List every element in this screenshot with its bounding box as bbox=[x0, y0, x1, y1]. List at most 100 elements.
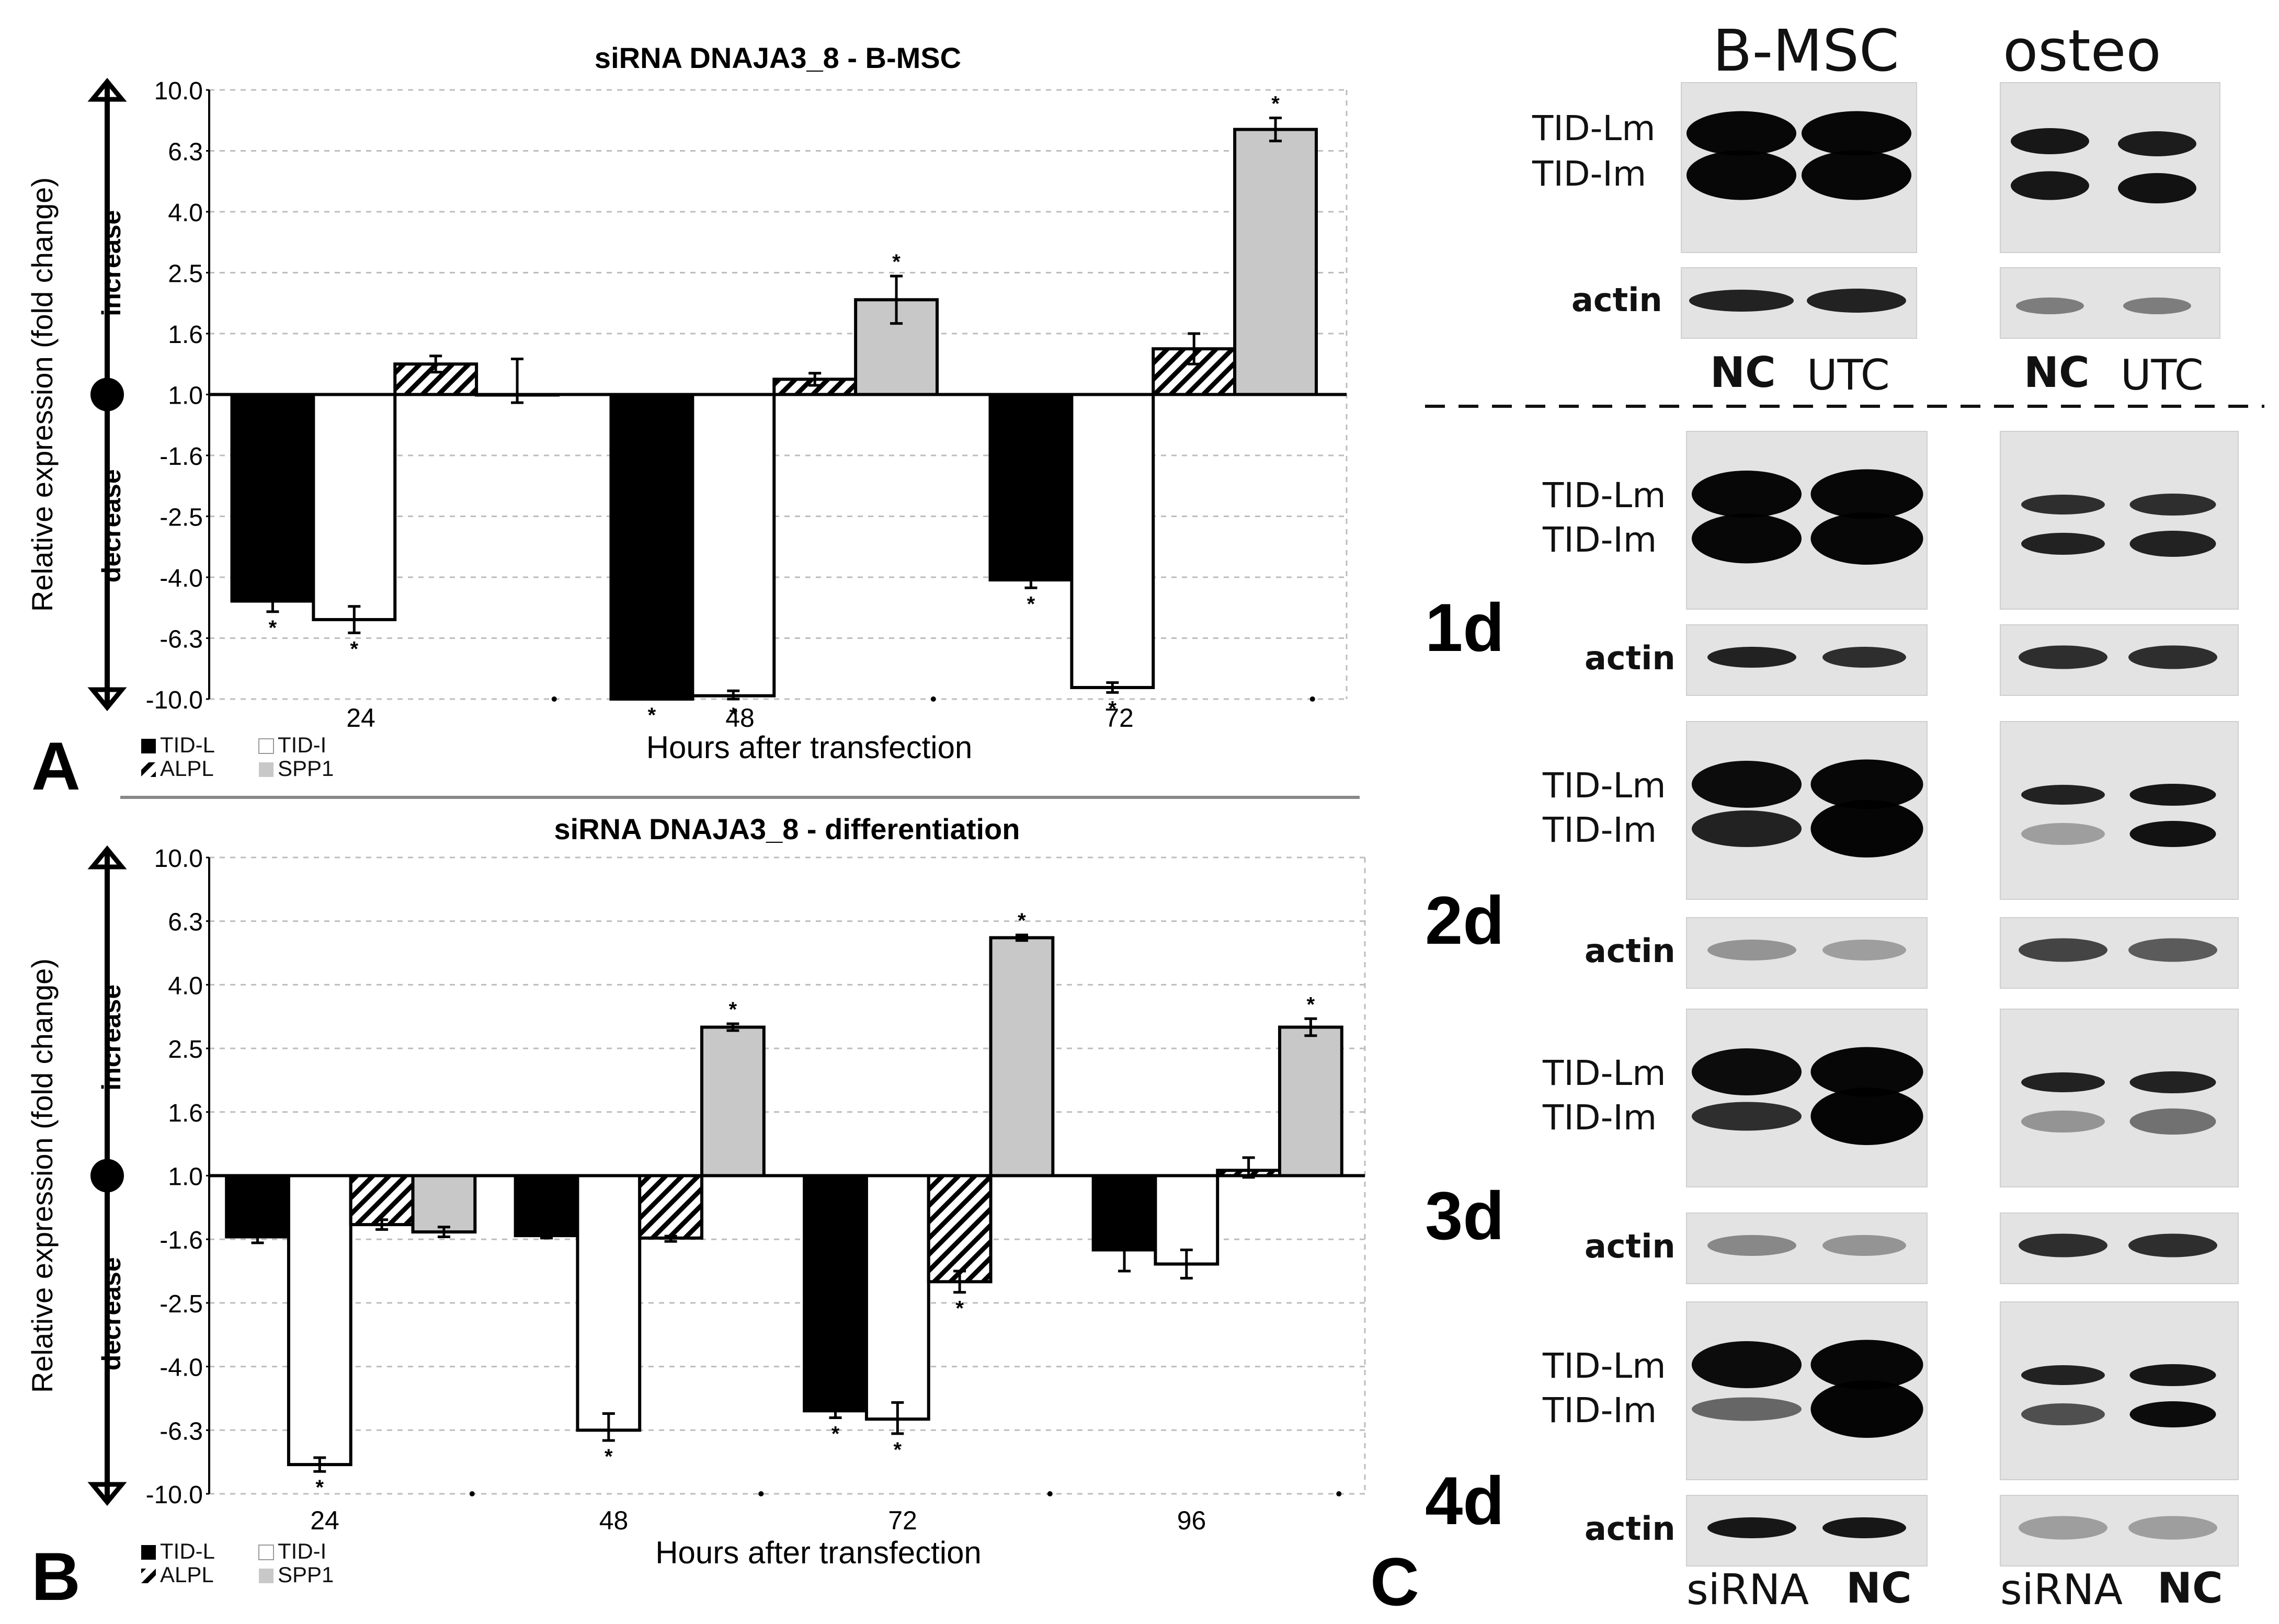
chart-b-bar-alpl-48h bbox=[638, 1174, 704, 1240]
band-top-osteo-actin-nc bbox=[2016, 298, 2084, 314]
chart-b: siRNA DNAJA3_8 - differentiation 10.0 6.3 4… bbox=[26, 813, 1366, 1587]
chart-a-xtick-label: 72 bbox=[1104, 703, 1134, 733]
blot-top-lane-utc-left: UTC bbox=[1807, 351, 1890, 399]
chart-b-xtick-label: 24 bbox=[310, 1506, 339, 1535]
chart-a-legend-label-spp1: SPP1 bbox=[278, 756, 334, 781]
band-day4-osteo-actin-nc bbox=[2128, 1516, 2217, 1540]
chart-b-bar-tid-l-48h bbox=[514, 1174, 579, 1238]
chart-b-significance-marker: * bbox=[316, 1476, 324, 1499]
chart-b-ytick-label: -4.0 bbox=[159, 1354, 203, 1382]
chart-b-bar-spp1-24h bbox=[411, 1174, 477, 1234]
band-day1-bmsc-lm-sirna bbox=[1692, 471, 1802, 518]
chart-b-origin-marker bbox=[90, 1159, 124, 1193]
band-day1-bmsc-lm-nc bbox=[1810, 469, 1923, 519]
band-day1-osteo-im-sirna bbox=[2021, 533, 2105, 555]
blot-top-lane-utc-right: UTC bbox=[2121, 351, 2204, 399]
blot-top-osteo-tid bbox=[2000, 82, 2220, 253]
chart-b-significance-marker: * bbox=[1307, 993, 1315, 1016]
blot-day4-label-im: TID-Im bbox=[1542, 1390, 1657, 1431]
band-day4-osteo-actin-sirna bbox=[2019, 1516, 2107, 1540]
blot-day1-label-lm: TID-Lm bbox=[1542, 475, 1666, 516]
chart-b-legend-label-spp1: SPP1 bbox=[278, 1562, 334, 1587]
chart-b-significance-marker: * bbox=[894, 1438, 902, 1461]
band-day3-osteo-lm-sirna bbox=[2021, 1072, 2105, 1092]
band-top-bmsc-lm-utc bbox=[1802, 111, 1911, 156]
band-day2-bmsc-lm-nc bbox=[1810, 759, 1923, 809]
chart-a-legend-label-tid-i: TID-I bbox=[278, 733, 326, 757]
blot-top-osteo-actin bbox=[2000, 267, 2220, 339]
chart-b-bar-tid-i-48h bbox=[576, 1174, 642, 1432]
chart-a-legend-label-alpl: ALPL bbox=[160, 756, 214, 781]
chart-a-bar-tid-i-24h bbox=[312, 393, 397, 622]
blot-top-lane-nc-left: NC bbox=[1710, 348, 1776, 397]
blot-header-osteo: osteo bbox=[2003, 17, 2161, 84]
blot-day1-day-label: 1d bbox=[1425, 589, 1505, 666]
chart-a-xtick-label: 48 bbox=[725, 703, 755, 733]
band-day2-osteo-actin-nc bbox=[2128, 938, 2217, 962]
chart-a-xlabel: Hours after transfection bbox=[646, 730, 973, 765]
band-day2-bmsc-im-nc bbox=[1810, 800, 1923, 857]
chart-b-up-arrow bbox=[87, 845, 127, 870]
chart-b-xtick-label: 96 bbox=[1177, 1506, 1206, 1535]
band-top-osteo-im-nc bbox=[2011, 171, 2089, 200]
panel-label-b: B bbox=[31, 1538, 81, 1615]
blot-day3-label-im: TID-Im bbox=[1542, 1097, 1657, 1138]
blot-day2-day-label: 2d bbox=[1425, 882, 1505, 958]
chart-b-ytick-label: -10.0 bbox=[146, 1481, 203, 1509]
chart-b-title: siRNA DNAJA3_8 - differentiation bbox=[554, 813, 1020, 845]
chart-b-xlabel: Hours after transfection bbox=[655, 1535, 982, 1570]
blot-top-lane-nc-right: NC bbox=[2024, 348, 2090, 397]
band-day2-bmsc-lm-sirna bbox=[1692, 761, 1802, 808]
chart-b-ytick-label: 6.3 bbox=[168, 909, 203, 936]
band-day4-osteo-lm-sirna bbox=[2021, 1365, 2105, 1385]
chart-b-xtick bbox=[1047, 1491, 1053, 1496]
chart-a-ytick-label: -10.0 bbox=[146, 687, 203, 714]
band-day4-osteo-im-nc bbox=[2129, 1401, 2216, 1427]
band-day1-osteo-im-nc bbox=[2129, 531, 2216, 557]
chart-b-xtick bbox=[1336, 1491, 1342, 1496]
band-top-osteo-actin-utc bbox=[2123, 298, 2191, 314]
blot-day2-label-lm: TID-Lm bbox=[1542, 765, 1666, 806]
panel-label-a: A bbox=[31, 728, 81, 804]
band-top-osteo-lm-utc bbox=[2118, 131, 2196, 156]
band-top-bmsc-im-utc bbox=[1802, 150, 1911, 200]
band-top-bmsc-actin-nc bbox=[1689, 290, 1794, 312]
blot-day3-bmsc-actin bbox=[1686, 1213, 1928, 1284]
band-day3-osteo-lm-nc bbox=[2129, 1071, 2216, 1093]
blot-header-bmsc: B-MSC bbox=[1713, 17, 1899, 84]
chart-a-ytick-label: 6.3 bbox=[168, 139, 203, 166]
chart-a-significance-marker: * bbox=[269, 616, 277, 639]
band-day2-osteo-lm-nc bbox=[2129, 784, 2216, 806]
chart-b-bar-tid-i-72h bbox=[864, 1174, 930, 1421]
blot-day2-bmsc-actin bbox=[1686, 917, 1928, 989]
band-day3-bmsc-actin-nc bbox=[1822, 1235, 1906, 1256]
band-top-bmsc-actin-utc bbox=[1807, 289, 1906, 313]
chart-a-up-arrow bbox=[87, 77, 127, 102]
chart-a-significance-marker: * bbox=[1027, 592, 1035, 615]
blot-top-label-actin: actin bbox=[1571, 281, 1662, 319]
chart-b-increase-label: increase bbox=[97, 985, 126, 1091]
chart-b-significance-marker: * bbox=[831, 1422, 840, 1445]
band-day3-osteo-actin-nc bbox=[2128, 1233, 2217, 1257]
band-day1-osteo-lm-nc bbox=[2129, 494, 2216, 516]
chart-a-significance-marker: * bbox=[1271, 93, 1280, 116]
chart-b-bar-alpl-72h bbox=[927, 1174, 993, 1284]
chart-b-bar-spp1-72h bbox=[989, 936, 1055, 1177]
chart-a-bar-tid-i-72h bbox=[1070, 393, 1155, 689]
band-day1-bmsc-actin-nc bbox=[1822, 647, 1906, 668]
chart-b-legend-swatch-tid-i bbox=[258, 1545, 274, 1560]
chart-a-down-arrow bbox=[87, 687, 127, 712]
chart-b-significance-marker: * bbox=[729, 998, 737, 1021]
blot-day1-label-im: TID-Im bbox=[1542, 520, 1657, 560]
blot-day3-osteo-tid bbox=[2000, 1009, 2239, 1187]
chart-b-legend-label-tid-i: TID-I bbox=[278, 1539, 326, 1563]
blot-top-label-im: TID-Im bbox=[1532, 154, 1646, 194]
blot-day4-day-label: 4d bbox=[1425, 1462, 1505, 1539]
blot-day2-label-actin: actin bbox=[1585, 932, 1676, 970]
band-day2-osteo-lm-sirna bbox=[2021, 785, 2105, 805]
chart-a-legend-label-tid-l: TID-L bbox=[160, 733, 215, 757]
chart-a-title: siRNA DNAJA3_8 - B-MSC bbox=[595, 41, 961, 74]
chart-b-ytick-label: 4.0 bbox=[168, 972, 203, 1000]
chart-a-xtick bbox=[551, 696, 557, 702]
